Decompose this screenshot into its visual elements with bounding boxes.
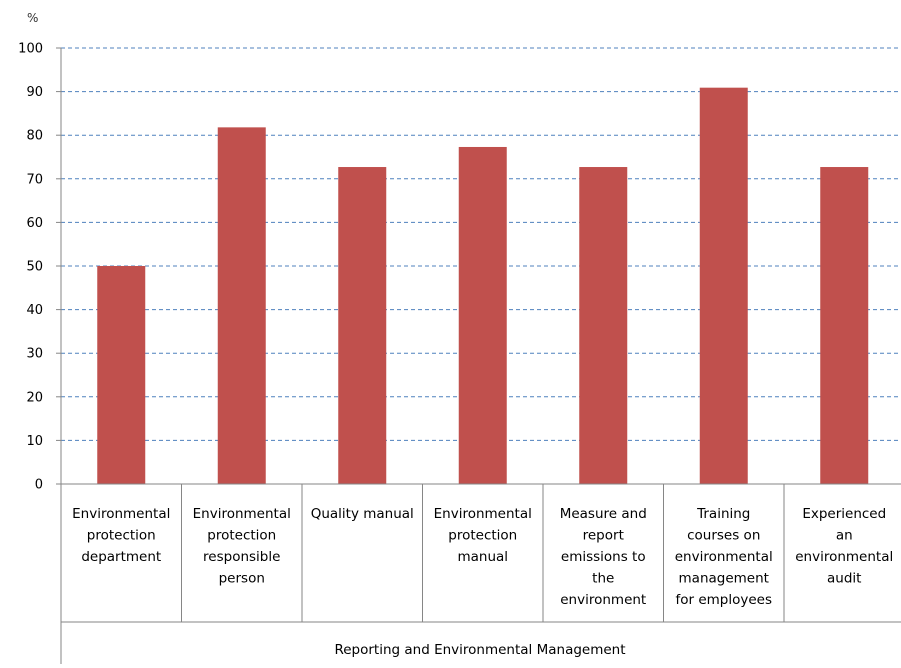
category-label-line: Environmental — [193, 506, 291, 522]
bar — [458, 146, 507, 485]
y-tick-label: 60 — [26, 216, 43, 231]
category-label-line: protection — [87, 528, 156, 544]
y-tick-label: 100 — [18, 42, 43, 57]
y-tick-label: 90 — [26, 85, 43, 100]
category-label-line: Quality manual — [311, 506, 414, 522]
category-label: Experienced an environmental audit — [795, 506, 893, 587]
y-tick-label: 70 — [26, 172, 43, 187]
category-label-line: responsible — [203, 549, 280, 565]
category-label-line: environmental — [675, 549, 773, 565]
category-label-line: management — [679, 571, 769, 587]
bar — [338, 167, 387, 484]
axes — [56, 47, 901, 664]
category-label-line: an — [836, 528, 853, 544]
category-label-line: environment — [560, 592, 646, 608]
category-label-line: person — [219, 571, 265, 587]
category-label: Measure and report emissions to the environm… — [560, 506, 647, 608]
category-label-line: the — [592, 571, 614, 587]
y-tick-label: 40 — [26, 303, 43, 318]
y-tick-label: 30 — [26, 347, 43, 362]
category-label-line: manual — [457, 549, 508, 565]
y-tick-labels: 0 10 20 30 40 50 60 70 80 90 100 — [18, 42, 43, 493]
category-label-line: protection — [448, 528, 517, 544]
bar — [97, 266, 146, 484]
category-label-line: report — [583, 528, 624, 544]
category-label-line: courses on — [687, 528, 760, 544]
category-label-line: protection — [207, 528, 276, 544]
category-label-line: emissions to — [561, 549, 646, 565]
group-axis-label: Reporting and Environmental Management — [334, 642, 625, 658]
category-label-line: Measure and — [560, 506, 647, 522]
category-label: Environmental protection manual — [434, 506, 532, 565]
category-label-line: Training — [696, 506, 750, 522]
y-tick-label: 50 — [26, 260, 43, 275]
y-tick-label: 20 — [26, 390, 43, 405]
category-label: Quality manual — [311, 506, 414, 522]
category-label: Environmental protection responsible person — [193, 506, 291, 587]
y-unit-label: % — [27, 11, 38, 25]
bar — [579, 167, 628, 484]
category-label: Environmental protection department — [72, 506, 170, 565]
category-label-line: Environmental — [72, 506, 170, 522]
y-tick-label: 10 — [26, 434, 43, 449]
category-labels: Environmental protection departmentEnviron… — [72, 506, 893, 608]
bar — [820, 167, 869, 484]
y-tick-label: 0 — [35, 478, 43, 493]
category-label-line: Experienced — [802, 506, 886, 522]
category-label-line: department — [81, 549, 161, 565]
category-label: Training courses on environmental managemen… — [675, 506, 773, 608]
y-tick-label: 80 — [26, 129, 43, 144]
category-label-line: audit — [827, 571, 861, 587]
category-label-line: for employees — [675, 592, 772, 608]
bars — [97, 87, 869, 485]
category-label-line: environmental — [795, 549, 893, 565]
category-label-line: Environmental — [434, 506, 532, 522]
bar — [699, 87, 748, 485]
bar — [217, 127, 266, 485]
